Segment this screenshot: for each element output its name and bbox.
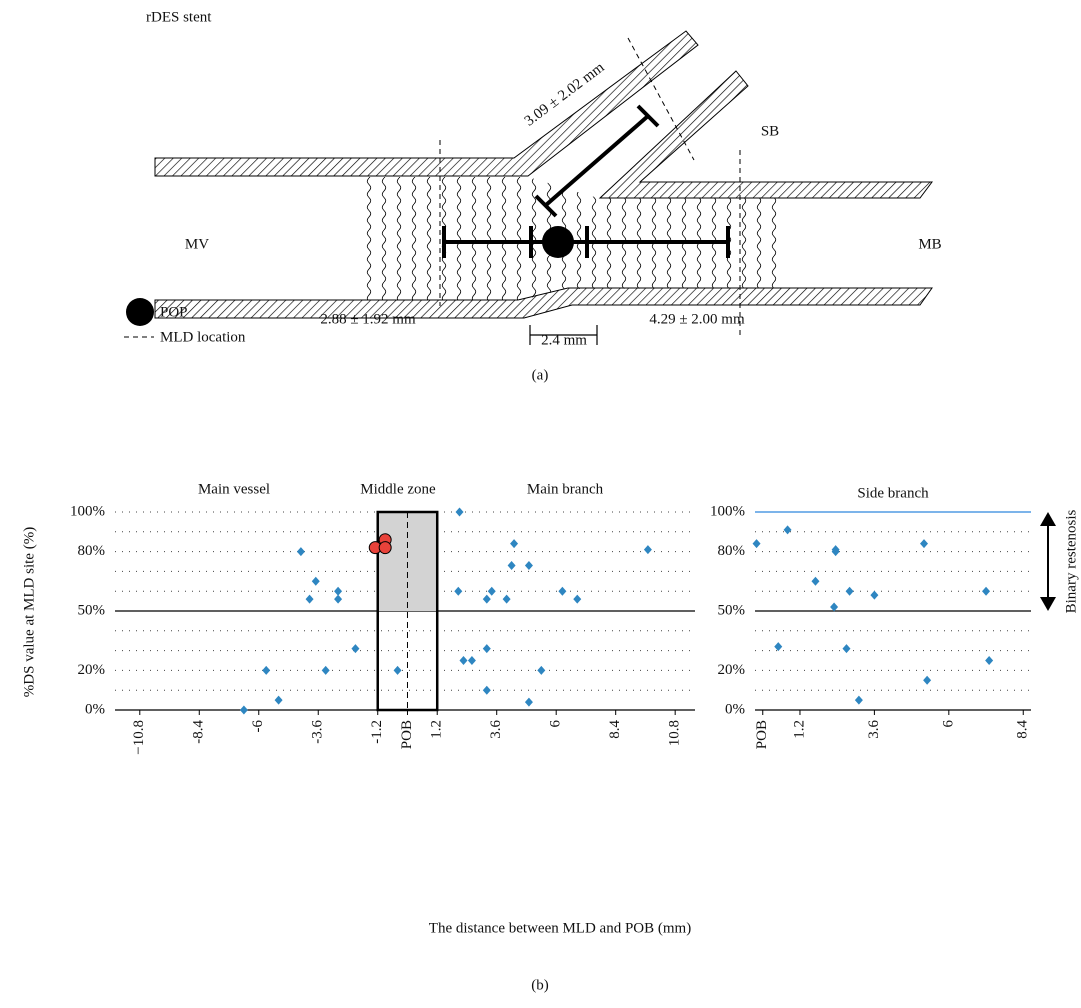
y-axis-label: %DS value at MLD site (%) [21, 527, 37, 697]
x-tick-label: -8.4 [191, 720, 207, 744]
x-tick-label: 1.2 [791, 720, 807, 739]
x-tick-label: 3.6 [866, 720, 882, 739]
point [537, 665, 546, 675]
y-tick-label: 100% [710, 503, 745, 519]
point [573, 594, 582, 604]
x-tick-label: −10.8 [131, 720, 147, 755]
point [845, 586, 854, 596]
point [378, 541, 392, 555]
x-tick-label: POB [399, 720, 415, 749]
point [296, 547, 305, 557]
point [459, 656, 468, 665]
zone-label: Main branch [527, 481, 604, 497]
point [467, 656, 476, 665]
point [487, 586, 496, 596]
arrow-head [1040, 597, 1056, 611]
point [854, 695, 863, 705]
point [774, 642, 783, 652]
y-tick-label: 20% [78, 662, 106, 678]
point [510, 539, 519, 549]
point [274, 695, 283, 705]
x-tick-label: 8.4 [1015, 720, 1031, 739]
y-tick-label: 0% [85, 701, 105, 717]
point [351, 644, 360, 654]
vessel-wall [154, 30, 699, 177]
x-tick-label: 1.2 [429, 720, 445, 739]
point [455, 507, 464, 517]
point [334, 594, 343, 604]
caption: (b) [531, 977, 549, 993]
y-tick-label: 50% [78, 602, 106, 618]
label: MB [918, 236, 941, 252]
point [454, 586, 463, 596]
label: 4.29 ± 2.00 mm [649, 311, 745, 327]
x-tick-label: 6 [548, 720, 564, 728]
zone-label: Main vessel [198, 481, 270, 497]
y-tick-label: 0% [725, 701, 745, 717]
legend-label: POP [160, 304, 188, 320]
y-tick-label: 50% [718, 602, 746, 618]
point [842, 644, 851, 654]
point [524, 560, 533, 570]
point [558, 586, 567, 596]
point [811, 576, 820, 586]
point [920, 539, 929, 549]
point [524, 697, 533, 707]
point [305, 594, 314, 604]
x-tick-label: 8.4 [607, 720, 623, 739]
point [752, 539, 761, 549]
point [321, 665, 330, 675]
x-axis-label: The distance between MLD and POB (mm) [429, 920, 691, 936]
x-tick-label: -3.6 [310, 720, 326, 744]
vessel-wall [598, 70, 933, 199]
point [482, 644, 491, 654]
x-tick-label: 3.6 [488, 720, 504, 739]
bracket [529, 325, 598, 345]
x-tick-label: 6 [940, 720, 956, 728]
point [923, 675, 932, 685]
point [502, 594, 511, 604]
point [830, 602, 839, 612]
caption: (a) [532, 367, 549, 383]
x-tick-label: POB [754, 720, 770, 749]
point [262, 665, 271, 675]
y-tick-label: 100% [70, 503, 105, 519]
legend-label: MLD location [160, 329, 246, 345]
arrow-head [1040, 512, 1056, 526]
point [482, 594, 491, 604]
label: 2.4 mm [541, 332, 587, 348]
point [482, 685, 491, 695]
x-tick-label: -1.2 [369, 720, 385, 744]
point [643, 545, 652, 555]
point [507, 560, 516, 570]
point [239, 705, 248, 715]
chart-title: Side branch [857, 485, 929, 501]
point [982, 586, 991, 596]
y-tick-label: 20% [718, 662, 746, 678]
zone-label: Middle zone [360, 481, 436, 497]
legend-marker [126, 298, 154, 326]
point [870, 590, 879, 600]
x-tick-label: 10.8 [667, 720, 683, 746]
point [334, 586, 343, 596]
x-tick-label: -6 [250, 720, 266, 733]
label: MV [185, 236, 209, 252]
label: 2.88 ± 1.92 mm [320, 311, 416, 327]
point [831, 547, 840, 557]
y-tick-label: 80% [78, 543, 106, 559]
measure-bars [442, 104, 730, 258]
diagram-title: rDES stent [146, 9, 212, 25]
point [985, 656, 994, 665]
pop-marker [542, 226, 574, 258]
point [393, 665, 402, 675]
annotation: Binary restenosis [1063, 509, 1079, 613]
label: SB [761, 123, 779, 139]
y-tick-label: 80% [718, 543, 746, 559]
point [783, 525, 792, 535]
point [311, 576, 320, 586]
vessel-wall [154, 287, 933, 319]
